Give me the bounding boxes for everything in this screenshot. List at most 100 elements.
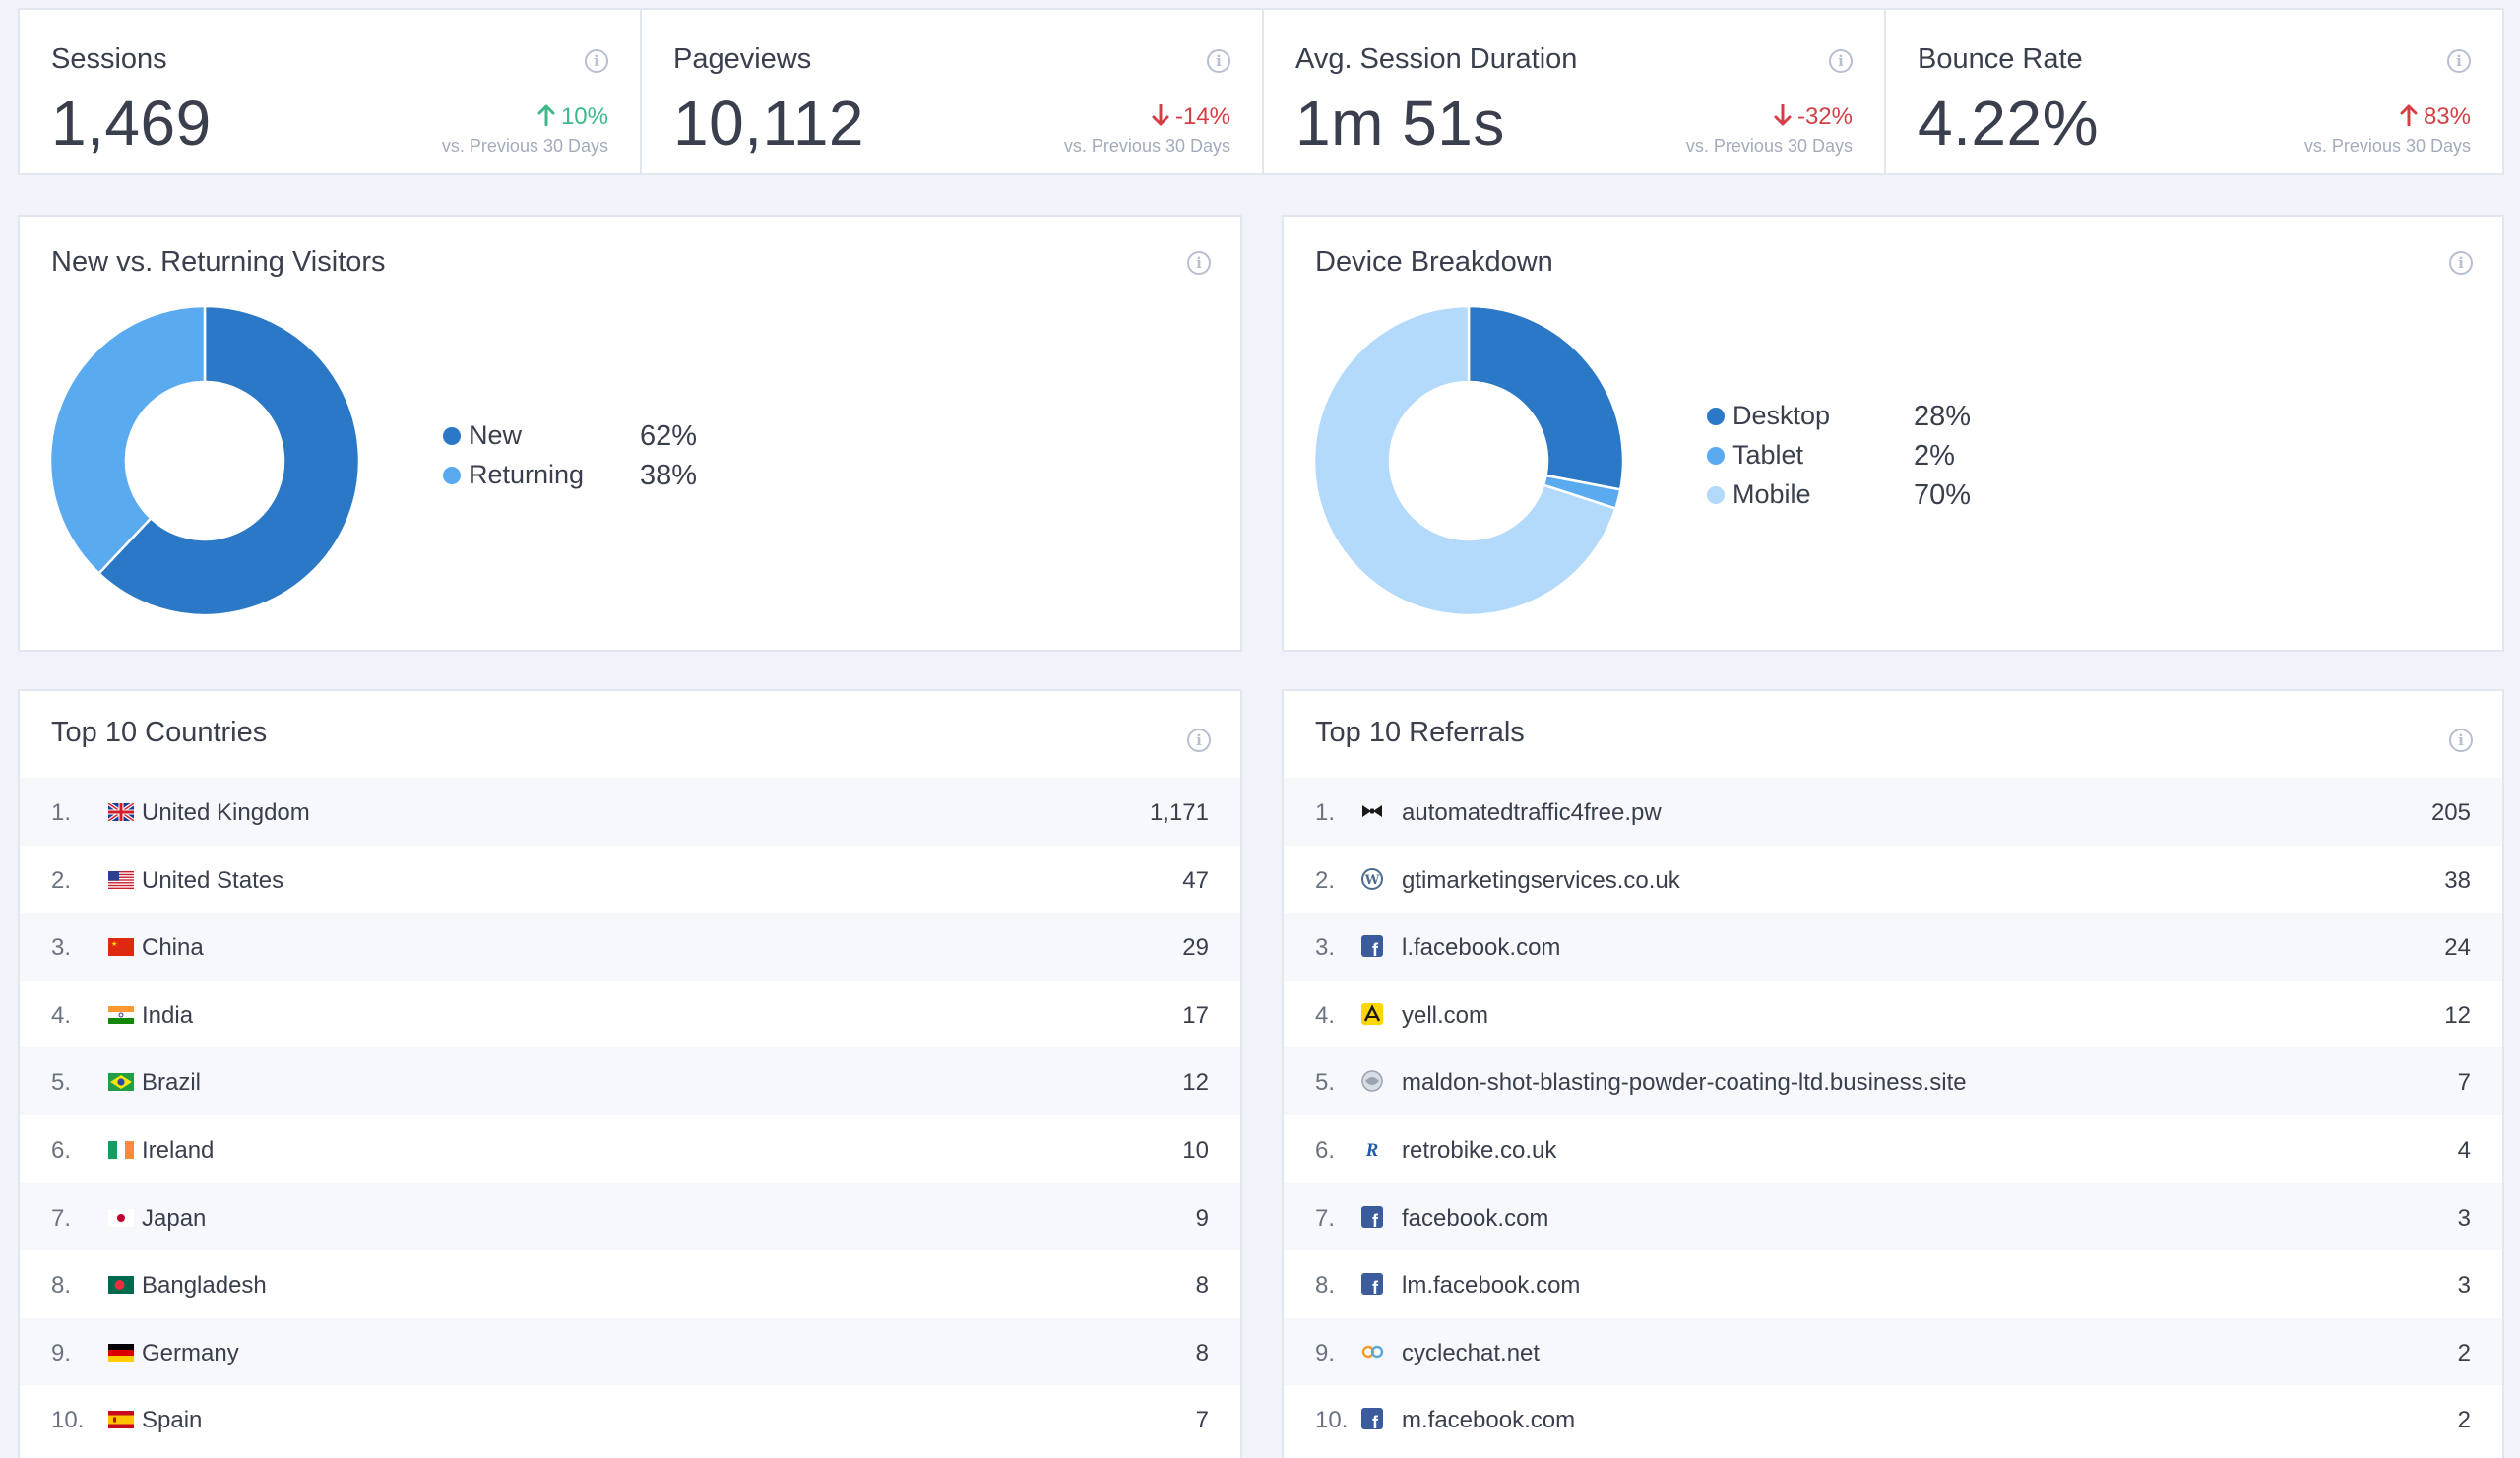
- row-count: 1,171: [1149, 799, 1209, 826]
- visitors-new-slice[interactable]: [96, 305, 360, 616]
- country-row[interactable]: 4. India 17: [20, 981, 1240, 1048]
- row-rank: 3.: [51, 934, 72, 962]
- top-referrals-card: Top 10 Referrals i 1. automatedtraffic4fr…: [1282, 689, 2504, 1458]
- country-row[interactable]: 10. Spain 7: [20, 1385, 1240, 1453]
- svg-text:★: ★: [111, 940, 117, 948]
- kpi-compare-label: vs. Previous 30 Days: [1685, 136, 1853, 156]
- legend-item: Mobile 70%: [1707, 476, 2022, 516]
- facebook-icon: f: [1361, 1273, 1383, 1296]
- info-icon[interactable]: i: [585, 49, 608, 73]
- referral-domain[interactable]: maldon-shot-blasting-powder-coating-ltd.…: [1402, 1069, 1967, 1097]
- referral-domain[interactable]: facebook.com: [1402, 1204, 1549, 1232]
- device-desktop-slice[interactable]: [1467, 305, 1624, 491]
- country-row[interactable]: 6. Ireland 10: [20, 1115, 1240, 1183]
- row-count: 8: [1195, 1339, 1209, 1366]
- referral-domain[interactable]: lm.facebook.com: [1402, 1272, 1581, 1300]
- referral-row[interactable]: 10. f m.facebook.com 2: [1284, 1385, 2502, 1453]
- referral-row[interactable]: 1. automatedtraffic4free.pw 205: [1284, 778, 2502, 846]
- arrow-down-icon: [1774, 104, 1792, 126]
- row-rank: 8.: [51, 1272, 72, 1300]
- kpi-change-value: -32%: [1796, 103, 1853, 130]
- info-icon[interactable]: i: [1187, 251, 1211, 275]
- legend-label: Tablet: [1732, 440, 1804, 470]
- row-count: 3: [2457, 1204, 2471, 1232]
- info-icon[interactable]: i: [1207, 49, 1230, 73]
- referral-row[interactable]: 4. yell.com 12: [1284, 981, 2502, 1048]
- kpi-title: Avg. Session Duration: [1295, 43, 1578, 75]
- legend-dot: [443, 427, 461, 445]
- country-row[interactable]: 3. ★ China 29: [20, 913, 1240, 981]
- legend-item: New 62%: [443, 417, 758, 457]
- referral-domain[interactable]: cyclechat.net: [1402, 1339, 1541, 1366]
- row-count: 12: [1182, 1069, 1209, 1097]
- country-row[interactable]: 7. Japan 9: [20, 1182, 1240, 1251]
- new-vs-returning-card: New vs. Returning Visitors i New 62% Ret…: [18, 215, 1242, 652]
- legend-dot: [1707, 408, 1725, 425]
- kpi-change-value: 10%: [560, 103, 608, 130]
- yell-icon: [1361, 1002, 1383, 1025]
- country-row[interactable]: 8. Bangladesh 8: [20, 1250, 1240, 1318]
- country-row[interactable]: 9. Germany 8: [20, 1317, 1240, 1386]
- top-countries-card: Top 10 Countries i 1. United Kingdom 1,17…: [18, 689, 1242, 1458]
- legend-label: Returning: [469, 460, 585, 489]
- cyclechat-icon: [1361, 1345, 1384, 1358]
- referral-domain[interactable]: gtimarketingservices.co.uk: [1402, 866, 1680, 894]
- device-breakdown-card: Device Breakdown i Desktop 28% Tablet 2%…: [1282, 215, 2504, 652]
- referral-row[interactable]: 8. f lm.facebook.com 3: [1284, 1250, 2502, 1318]
- info-icon[interactable]: i: [1829, 49, 1853, 73]
- referral-domain[interactable]: m.facebook.com: [1402, 1407, 1576, 1434]
- card-title: Device Breakdown: [1315, 246, 1553, 278]
- legend-item: Returning 38%: [443, 457, 758, 496]
- wordpress-icon: W: [1361, 867, 1383, 890]
- country-name: Ireland: [142, 1136, 215, 1164]
- referral-row[interactable]: 5. maldon-shot-blasting-powder-coating-lt…: [1284, 1047, 2502, 1115]
- svg-text:f: f: [1372, 940, 1379, 958]
- globe-icon: [1361, 1070, 1383, 1093]
- legend-dot: [1707, 447, 1725, 465]
- row-count: 8: [1195, 1272, 1209, 1300]
- svg-text:f: f: [1372, 1211, 1379, 1229]
- country-name: Germany: [142, 1339, 239, 1366]
- visitors-returning-slice[interactable]: [49, 305, 207, 576]
- row-rank: 9.: [1315, 1339, 1336, 1366]
- arrow-up-icon: [2400, 104, 2418, 126]
- country-row[interactable]: 5. Brazil 12: [20, 1047, 1240, 1115]
- legend-pct: 62%: [640, 420, 698, 452]
- referral-row[interactable]: 9. cyclechat.net 2: [1284, 1317, 2502, 1386]
- legend-pct: 2%: [1914, 440, 1955, 472]
- row-count: 2: [2457, 1339, 2471, 1366]
- bd-flag-icon: [108, 1276, 134, 1295]
- countries-list: 1. United Kingdom 1,171 2. United States 47 3…: [20, 778, 1240, 1453]
- country-name: Bangladesh: [142, 1272, 267, 1300]
- referral-row[interactable]: 7. f facebook.com 3: [1284, 1182, 2502, 1251]
- info-icon[interactable]: i: [1187, 729, 1211, 752]
- info-icon[interactable]: i: [2449, 729, 2473, 752]
- country-row[interactable]: 2. United States 47: [20, 846, 1240, 914]
- br-flag-icon: [108, 1073, 134, 1092]
- jp-flag-icon: [108, 1208, 134, 1227]
- referral-domain[interactable]: yell.com: [1402, 1001, 1489, 1029]
- referral-domain[interactable]: automatedtraffic4free.pw: [1402, 799, 1662, 826]
- kpi-value: 10,112: [673, 88, 864, 158]
- country-name: Brazil: [142, 1069, 202, 1097]
- svg-text:f: f: [1372, 1413, 1379, 1430]
- row-rank: 6.: [1315, 1136, 1336, 1164]
- row-count: 47: [1182, 866, 1209, 894]
- row-rank: 8.: [1315, 1272, 1336, 1300]
- row-rank: 10.: [1315, 1407, 1349, 1434]
- info-icon[interactable]: i: [2447, 49, 2471, 73]
- country-row[interactable]: 1. United Kingdom 1,171: [20, 778, 1240, 846]
- referral-domain[interactable]: retrobike.co.uk: [1402, 1136, 1557, 1164]
- legend-label: Mobile: [1732, 479, 1811, 509]
- referral-domain[interactable]: l.facebook.com: [1402, 934, 1561, 962]
- legend-item: Desktop 28%: [1707, 398, 2022, 437]
- referral-row[interactable]: 3. f l.facebook.com 24: [1284, 913, 2502, 981]
- devices-legend: Desktop 28% Tablet 2% Mobile 70%: [1707, 398, 2022, 516]
- info-icon[interactable]: i: [2449, 251, 2473, 275]
- row-count: 12: [2444, 1001, 2471, 1029]
- card-title: Top 10 Countries: [51, 717, 268, 748]
- kpi-value: 1m 51s: [1295, 88, 1505, 158]
- device-mobile-slice[interactable]: [1313, 305, 1617, 616]
